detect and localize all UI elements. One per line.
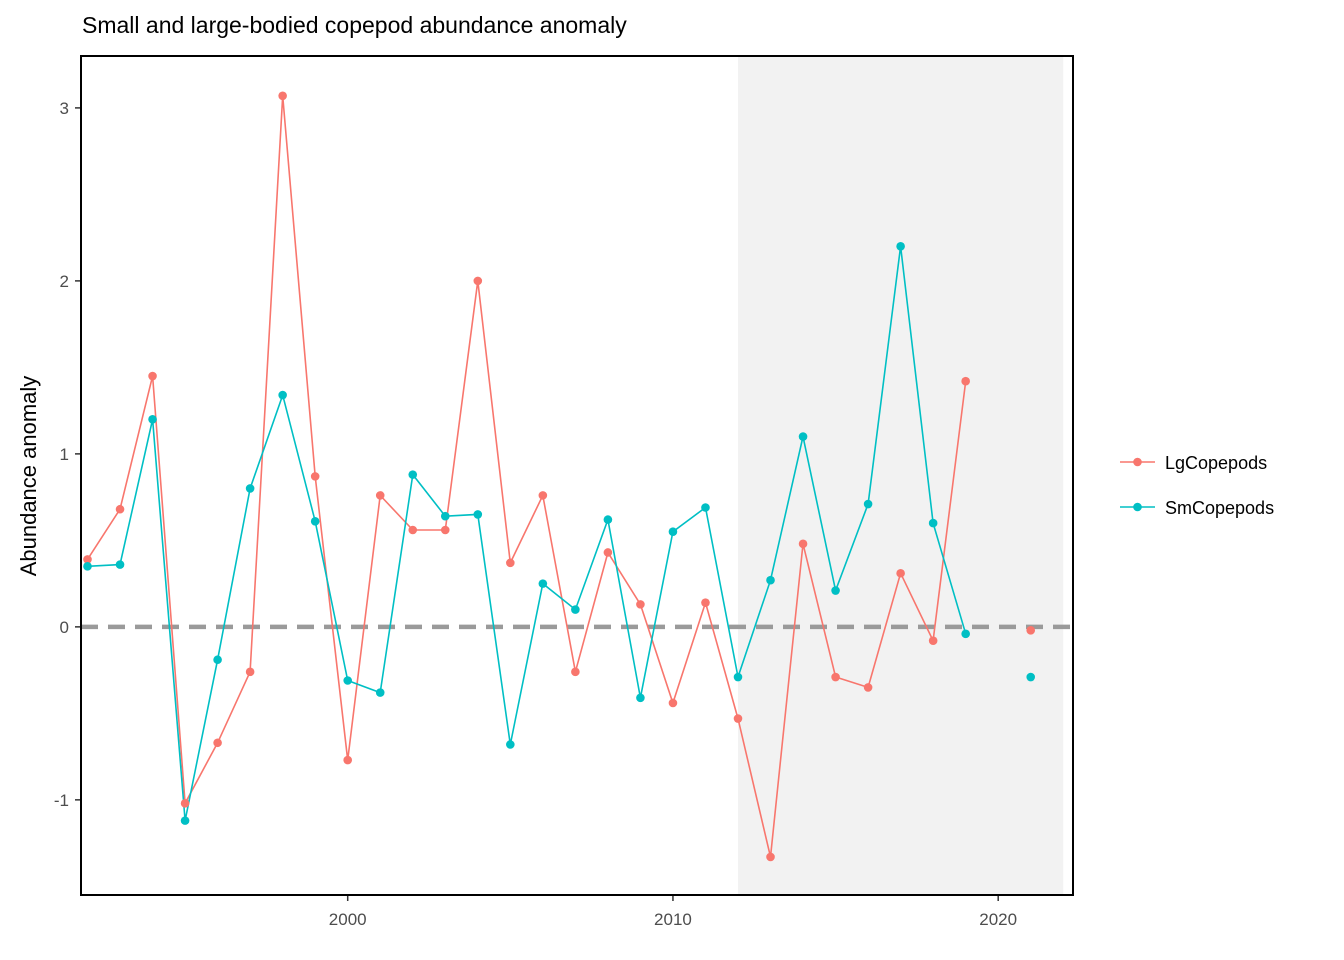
data-point-smcopepods-2013 — [766, 575, 775, 585]
data-point-smcopepods-1995 — [180, 816, 190, 825]
data-point-lgcopepods-1994 — [148, 371, 157, 381]
data-point-lgcopepods-2014 — [798, 539, 808, 549]
data-point-smcopepods-2001 — [375, 688, 385, 697]
x-tick-label-2010: 2010 — [654, 910, 692, 929]
chart-title: Small and large-bodied copepod abundance… — [82, 12, 627, 38]
series-line-smcopepods-0 — [87, 246, 967, 821]
x-tick-label-2000: 2000 — [329, 910, 367, 929]
legend-label-lgcopepods: LgCopepods — [1165, 453, 1267, 473]
data-point-lgcopepods-2021 — [1026, 626, 1036, 635]
data-point-lgcopepods-2017 — [896, 568, 905, 578]
y-axis-title: Abundance anomaly — [16, 376, 41, 577]
data-point-smcopepods-2017 — [896, 241, 905, 251]
data-point-smcopepods-2016 — [863, 499, 873, 509]
data-point-lgcopepods-2003 — [440, 525, 450, 535]
y-tick-label-1: 1 — [60, 445, 69, 464]
data-point-lgcopepods-2010 — [668, 698, 678, 708]
legend-key-point-smcopepods — [1133, 502, 1142, 512]
data-point-smcopepods-2005 — [506, 740, 515, 749]
data-point-smcopepods-1992 — [83, 562, 92, 571]
data-point-lgcopepods-2001 — [375, 491, 385, 500]
data-point-lgcopepods-2012 — [733, 714, 743, 723]
legend-key-point-lgcopepods — [1133, 457, 1142, 467]
data-point-smcopepods-1993 — [115, 560, 125, 569]
data-point-smcopepods-1997 — [245, 484, 255, 493]
y-tick-label--1: -1 — [54, 791, 69, 810]
data-point-smcopepods-1999 — [310, 517, 320, 526]
data-point-smcopepods-2014 — [798, 432, 808, 441]
data-point-smcopepods-2010 — [668, 527, 678, 537]
data-point-smcopepods-2012 — [733, 672, 743, 682]
data-point-lgcopepods-1993 — [115, 504, 125, 514]
data-point-lgcopepods-1995 — [180, 799, 190, 808]
data-point-smcopepods-2006 — [538, 579, 548, 588]
data-point-smcopepods-2008 — [603, 515, 613, 524]
data-point-smcopepods-2009 — [636, 693, 645, 703]
data-point-lgcopepods-2002 — [408, 525, 418, 535]
data-point-lgcopepods-2019 — [961, 376, 970, 386]
data-point-lgcopepods-2016 — [863, 683, 873, 692]
y-tick-label-3: 3 — [60, 99, 69, 118]
data-point-lgcopepods-2015 — [831, 672, 840, 682]
shaded-region — [737, 56, 1064, 895]
data-point-lgcopepods-2006 — [538, 491, 548, 500]
data-point-smcopepods-2002 — [408, 470, 418, 479]
data-point-lgcopepods-2009 — [636, 600, 645, 609]
data-point-smcopepods-2015 — [831, 586, 840, 595]
data-point-lgcopepods-2004 — [473, 276, 483, 286]
data-point-lgcopepods-2008 — [603, 548, 613, 557]
data-point-smcopepods-1996 — [213, 655, 222, 665]
plot-panel-border — [80, 55, 1074, 896]
data-point-smcopepods-2019 — [961, 629, 970, 639]
x-tick-label-2020: 2020 — [979, 910, 1017, 929]
data-point-smcopepods-2003 — [440, 511, 450, 521]
data-point-lgcopepods-2013 — [766, 852, 775, 862]
data-point-lgcopepods-1997 — [245, 667, 255, 677]
data-point-lgcopepods-1996 — [213, 738, 222, 748]
data-point-smcopepods-2000 — [343, 676, 353, 685]
data-point-lgcopepods-1999 — [310, 472, 320, 481]
data-point-smcopepods-1998 — [278, 390, 287, 400]
data-point-smcopepods-2021 — [1026, 672, 1036, 682]
data-point-lgcopepods-1998 — [278, 91, 287, 101]
data-point-smcopepods-2007 — [571, 605, 580, 614]
data-point-smcopepods-2011 — [701, 503, 710, 512]
data-point-smcopepods-1994 — [148, 414, 157, 424]
data-point-smcopepods-2018 — [928, 518, 938, 528]
legend-label-smcopepods: SmCopepods — [1165, 498, 1274, 518]
data-point-lgcopepods-2000 — [343, 755, 353, 765]
data-point-lgcopepods-2005 — [506, 558, 515, 568]
data-point-lgcopepods-2011 — [701, 598, 710, 607]
y-tick-label-2: 2 — [60, 272, 69, 291]
series-line-lgcopepods-0 — [86, 95, 967, 858]
data-point-lgcopepods-2018 — [928, 636, 938, 646]
data-point-smcopepods-2004 — [473, 510, 483, 519]
y-tick-label-0: 0 — [60, 618, 69, 637]
data-point-lgcopepods-2007 — [571, 667, 580, 677]
data-point-lgcopepods-1992 — [83, 555, 92, 564]
